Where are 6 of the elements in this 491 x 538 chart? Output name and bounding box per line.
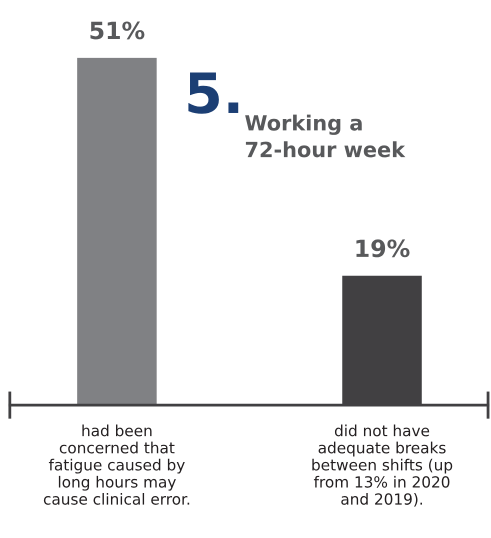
x-tick-label: had been concerned that fatigue caused by long hours may cause clinical error. xyxy=(44,424,190,505)
data-label: 51% xyxy=(90,21,144,40)
x-tick-label: did not have adequate breaks between shifts (up from 13% in 2020 and 2019). xyxy=(312,424,452,507)
text: Working a 72-hour week xyxy=(245,114,406,158)
chart-title: 5. xyxy=(188,72,238,114)
data-label: 19% xyxy=(356,239,410,258)
